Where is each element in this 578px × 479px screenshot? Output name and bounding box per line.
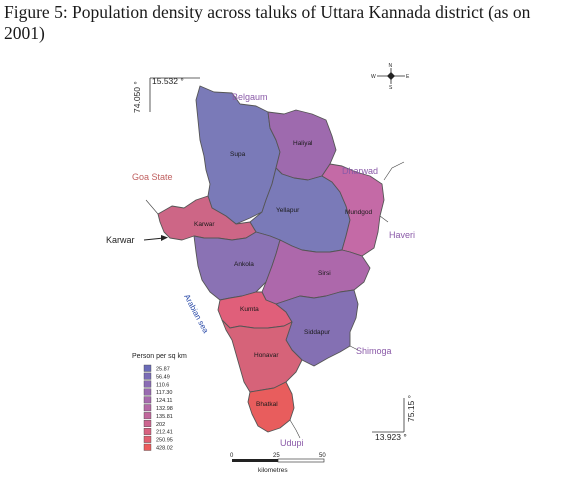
scale-unit: kilometres [258,467,288,474]
label-yellapur: Yellapur [276,207,300,214]
legend-label: 250.95 [156,438,173,444]
legend-swatch [143,380,152,388]
east-label: E [406,74,410,80]
legend-label: 132.98 [156,406,173,412]
legend-swatch [143,388,152,396]
scale-tick-0: 0 [230,453,234,459]
label-belgaum: Belgaum [232,92,268,102]
legend-label: 25.87 [156,367,170,373]
map-frame [149,77,405,433]
north-label: N [389,63,393,69]
legend-swatch [143,412,152,420]
legend-swatch [143,420,152,427]
legend-swatch [143,404,152,412]
north-arrow-icon: N S E W [371,63,410,91]
south-label: S [389,85,393,91]
label-mundgod: Mundgod [345,209,372,216]
label-sirsi: Sirsi [318,270,331,277]
label-karwar-town: Karwar [106,235,135,245]
legend-label: 212.41 [156,430,173,436]
label-ankola: Ankola [234,261,254,268]
legend-swatch [143,428,152,435]
legend-label: 117.30 [156,390,172,396]
label-haveri: Haveri [389,230,415,240]
coord-bottom-lat: 13.923 ° [375,432,407,442]
label-haliyal: Haliyal [293,140,313,147]
legend-label: 124.11 [156,398,172,404]
legend-label: 56.49 [156,374,170,380]
legend-swatch [143,364,152,372]
coord-top-lon: 74.050 ° [132,81,142,113]
legend-label: 428.02 [156,446,173,452]
figure-caption: Figure 5: Population density across talu… [4,2,531,43]
label-supa: Supa [230,151,246,158]
taluk-honavar [221,319,303,393]
scale-bar-segment-1 [232,459,278,462]
label-siddapur: Siddapur [304,329,331,336]
west-label: W [371,74,376,80]
label-honavar: Honavar [254,352,279,359]
label-shimoga: Shimoga [356,346,392,356]
legend-swatch [143,396,152,404]
label-arabian-sea: Arabian sea [182,293,210,335]
legend-label: 110.6 [156,382,169,388]
label-dharwad: Dharwad [342,166,378,176]
taluk-labels: Supa Haliyal Yellapur Mundgod Karwar Ank… [194,140,372,408]
label-bhatkal: Bhatkal [256,401,278,408]
legend-label: 135.81 [156,414,173,420]
boundary-leaders [145,161,405,439]
karwar-pointer-arrow [143,235,168,241]
label-udupi: Udupi [280,438,304,448]
coord-bottom-lon: 75.15 ° [406,395,416,422]
label-karwar: Karwar [194,221,215,228]
taluk-regions [157,85,385,433]
scale-tick-50: 50 [319,453,326,459]
label-goa-state: Goa State [132,172,173,182]
label-kumta: Kumta [240,306,259,313]
scale-bar: 0 25 50 kilometres [230,453,326,474]
legend-title: Person per sq km [132,353,187,360]
legend-swatch [143,435,152,443]
legend-swatch [143,372,152,380]
coord-top-lat: 15.532 ° [152,76,184,86]
scale-bar-segment-2 [277,458,325,463]
legend-swatch [143,443,152,451]
scale-tick-25: 25 [273,453,280,459]
legend-label: 202 [156,422,165,428]
